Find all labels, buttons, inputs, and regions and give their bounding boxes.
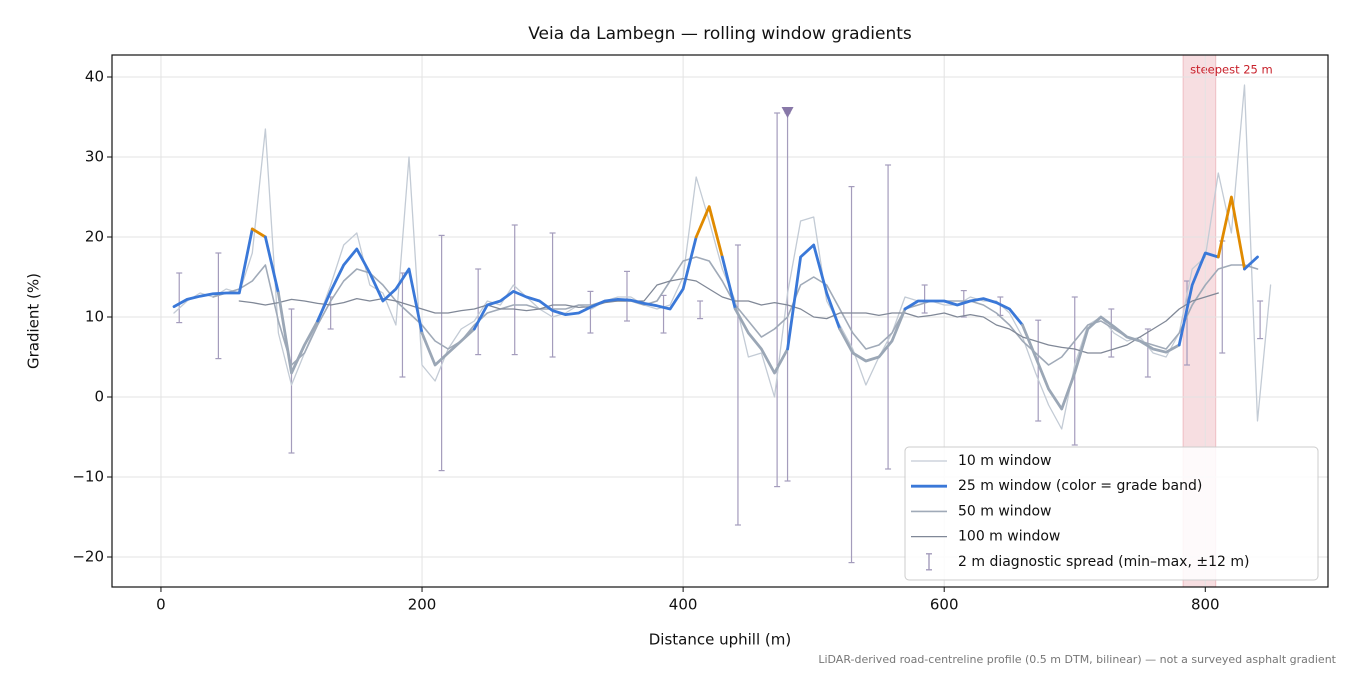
- x-axis-label: Distance uphill (m): [649, 631, 791, 649]
- plot-frame: [111, 54, 1329, 588]
- x-tick-label: 800: [1191, 596, 1220, 614]
- y-tick-label: 40: [85, 68, 104, 86]
- series-line: [472, 235, 698, 331]
- series-line: [786, 243, 842, 351]
- series-line: [733, 307, 789, 375]
- y-tick-label: −10: [72, 468, 104, 486]
- series-line: [838, 307, 907, 363]
- series-line: [1216, 195, 1246, 271]
- series-line: [238, 277, 1219, 354]
- footnote: LiDAR-derived road-centreline profile (0…: [818, 653, 1336, 666]
- legend: 10 m window 25 m window (color = grade ba…: [904, 446, 1319, 581]
- y-tick-label: 0: [94, 388, 104, 406]
- y-tick-label: −20: [72, 548, 104, 566]
- max-marker: [781, 107, 794, 118]
- series-line: [720, 255, 737, 311]
- series-line: [264, 235, 280, 295]
- series-line: [1243, 255, 1259, 271]
- x-tick-label: 0: [156, 596, 166, 614]
- legend-label: 50 m window: [958, 503, 1051, 519]
- legend-label: 2 m diagnostic spread (min–max, ±12 m): [958, 554, 1249, 570]
- legend-label: 10 m window: [958, 453, 1051, 469]
- y-tick-label: 20: [85, 228, 104, 246]
- legend-label: 100 m window: [958, 529, 1060, 545]
- y-tick-label: 30: [85, 148, 104, 166]
- legend-box: [904, 446, 1319, 581]
- series-line: [316, 247, 424, 335]
- series-line: [277, 291, 319, 375]
- x-tick-label: 400: [669, 596, 698, 614]
- x-tick-label: 600: [930, 596, 959, 614]
- series-line: [420, 327, 476, 367]
- y-tick-label: 10: [85, 308, 104, 326]
- series-line: [172, 227, 254, 308]
- chart-title: Veia da Lambegn — rolling window gradien…: [528, 24, 912, 44]
- legend-label: 25 m window (color = grade band): [958, 478, 1202, 494]
- series-line: [1177, 251, 1220, 347]
- series-line: [903, 297, 1024, 327]
- series-line: [250, 227, 267, 239]
- highlight-label: steepest 25 m: [1190, 63, 1273, 77]
- x-tick-label: 200: [408, 596, 437, 614]
- series-line: [694, 205, 724, 259]
- series-line: [1021, 315, 1181, 411]
- y-axis-label: Gradient (%): [25, 273, 43, 369]
